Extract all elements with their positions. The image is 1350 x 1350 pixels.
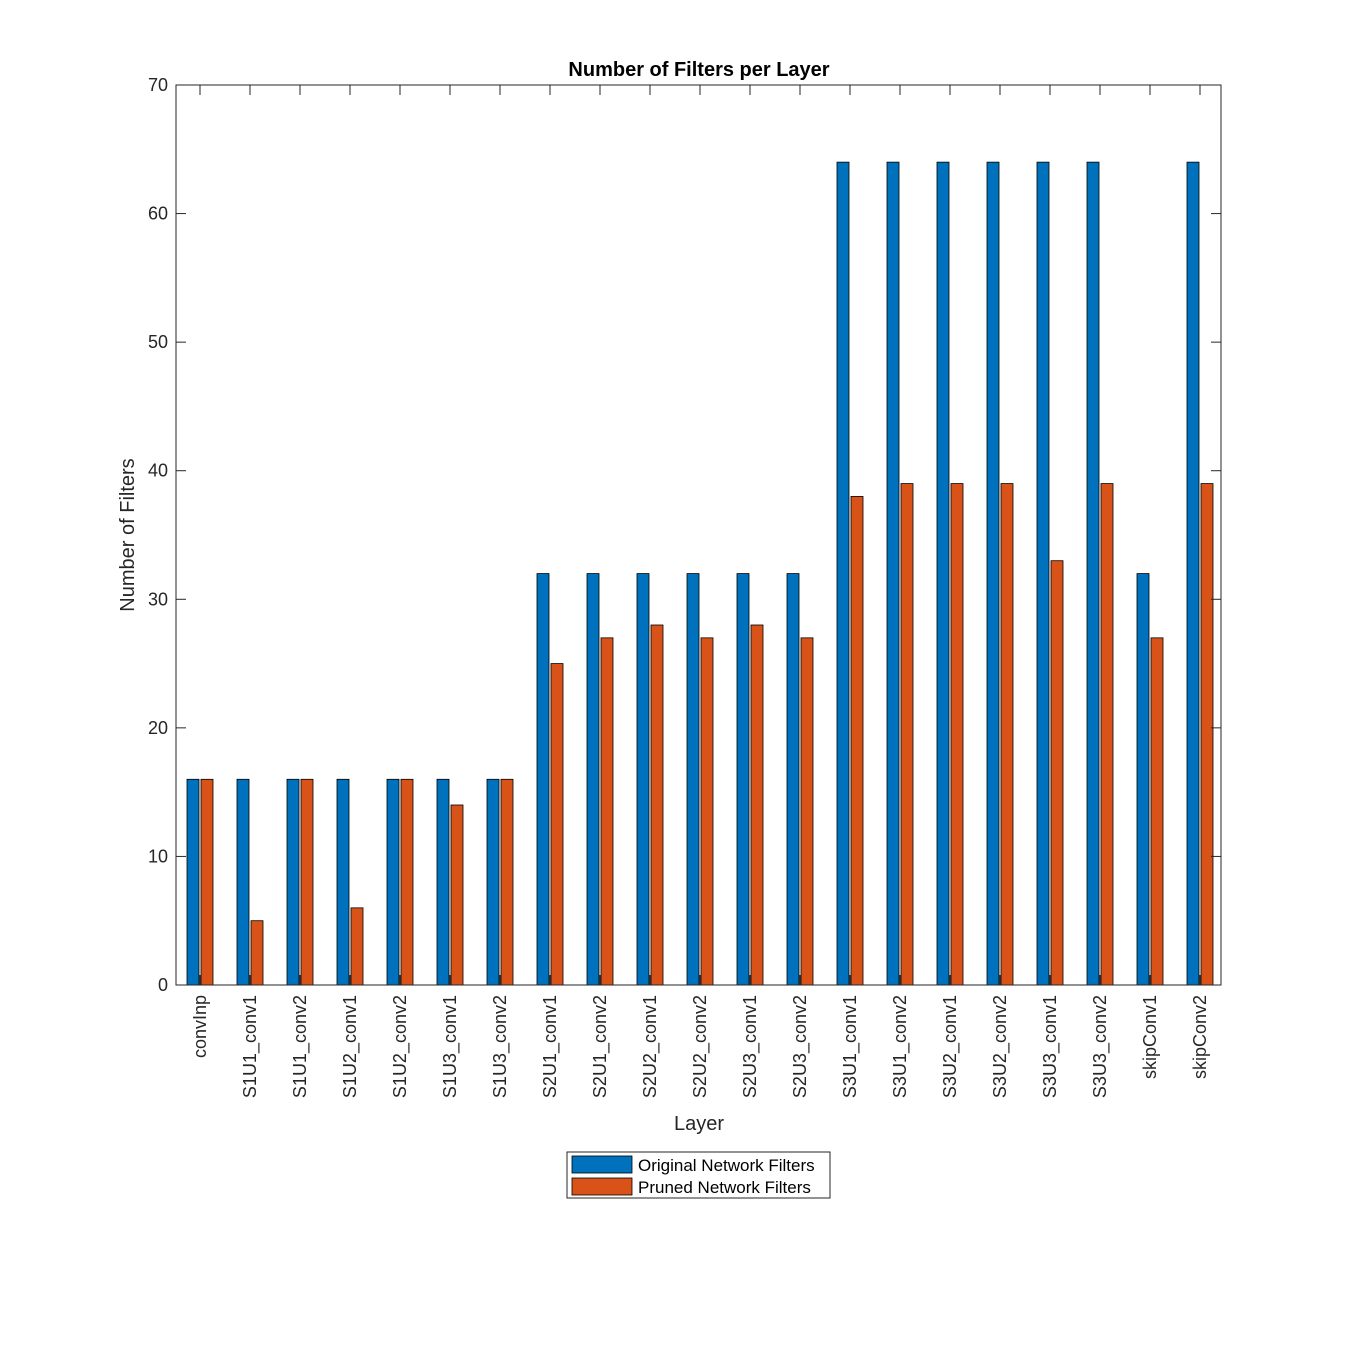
pruned-bar-S1U3_conv1 <box>450 804 464 986</box>
original-bar-convInp <box>186 778 200 986</box>
y-tick-label: 10 <box>148 846 168 866</box>
pruned-bar-S3U1_conv2 <box>900 483 914 986</box>
y-tick-label: 60 <box>148 204 168 224</box>
x-tick-label: S2U3_conv2 <box>790 995 811 1098</box>
x-tick-label: S2U2_conv2 <box>690 995 711 1098</box>
x-tick-label: S3U3_conv2 <box>1090 995 1111 1098</box>
x-tick-label: S3U1_conv1 <box>840 995 861 1098</box>
pruned-bar-S2U2_conv1 <box>650 624 664 986</box>
pruned-bar-S3U1_conv1 <box>850 496 864 986</box>
x-tick-label: S2U1_conv2 <box>590 995 611 1098</box>
legend-swatch-original <box>571 1155 633 1174</box>
original-bar-S3U3_conv2 <box>1086 161 1100 986</box>
x-tick-label: S3U2_conv1 <box>940 995 961 1098</box>
x-tick-label: S1U3_conv2 <box>490 995 511 1098</box>
legend-label-pruned: Pruned Network Filters <box>638 1178 811 1197</box>
x-tick-label: S1U2_conv1 <box>340 995 361 1098</box>
y-tick-label: 50 <box>148 332 168 352</box>
pruned-bar-convInp <box>200 778 214 986</box>
pruned-bar-S3U2_conv2 <box>1000 483 1014 986</box>
original-bar-S2U3_conv2 <box>786 573 800 986</box>
x-axis: convInp S1U1_conv1 S1U1_conv2 S1U2_conv1 S1U… <box>190 85 1210 1098</box>
y-axis-label: Number of Filters <box>117 458 139 611</box>
original-bar-S1U2_conv2 <box>386 778 400 986</box>
legend: Original Network Filters Pruned Network … <box>566 1151 831 1199</box>
legend-swatch-pruned <box>571 1177 633 1196</box>
original-bar-S2U1_conv2 <box>586 573 600 986</box>
original-bar-S2U3_conv1 <box>736 573 750 986</box>
original-bar-S3U3_conv1 <box>1036 161 1050 986</box>
pruned-bar-S2U2_conv2 <box>700 637 714 986</box>
pruned-bar-S2U3_conv2 <box>800 637 814 986</box>
y-tick-label: 30 <box>148 589 168 609</box>
pruned-bar-skipConv2 <box>1200 483 1214 986</box>
x-tick-label: skipConv1 <box>1140 995 1160 1079</box>
y-tick-label: 20 <box>148 718 168 738</box>
original-bar-S2U2_conv2 <box>686 573 700 986</box>
x-tick-label: convInp <box>190 995 210 1058</box>
y-axis: 0 10 20 30 40 50 60 70 <box>148 75 1221 995</box>
original-bar-S2U2_conv1 <box>636 573 650 986</box>
y-tick-label: 70 <box>148 75 168 95</box>
original-bar-S3U2_conv2 <box>986 161 1000 986</box>
x-tick-label: skipConv2 <box>1190 995 1210 1079</box>
y-tick-label: 0 <box>158 975 168 995</box>
pruned-bar-S3U3_conv2 <box>1100 483 1114 986</box>
original-bar-S3U1_conv2 <box>886 161 900 986</box>
bars-layer <box>186 161 1214 986</box>
pruned-bar-S3U2_conv1 <box>950 483 964 986</box>
axes-box <box>175 84 1222 986</box>
original-bar-skipConv1 <box>1136 573 1150 986</box>
legend-label-original: Original Network Filters <box>638 1156 815 1175</box>
pruned-bar-S3U3_conv1 <box>1050 560 1064 986</box>
original-bar-S1U1_conv2 <box>286 778 300 986</box>
x-tick-label: S2U2_conv1 <box>640 995 661 1098</box>
y-tick-label: 40 <box>148 461 168 481</box>
original-bar-S1U3_conv2 <box>486 778 500 986</box>
x-tick-label: S1U3_conv1 <box>440 995 461 1098</box>
x-tick-label: S3U1_conv2 <box>890 995 911 1098</box>
original-bar-S3U2_conv1 <box>936 161 950 986</box>
pruned-bar-S2U1_conv2 <box>600 637 614 986</box>
x-tick-label: S3U2_conv2 <box>990 995 1011 1098</box>
original-bar-S1U1_conv1 <box>236 778 250 986</box>
pruned-bar-S2U1_conv1 <box>550 663 564 986</box>
original-bar-S1U2_conv1 <box>336 778 350 986</box>
pruned-bar-S1U2_conv2 <box>400 778 414 986</box>
pruned-bar-S1U1_conv2 <box>300 778 314 986</box>
x-tick-label: S2U1_conv1 <box>540 995 561 1098</box>
x-tick-label: S3U3_conv1 <box>1040 995 1061 1098</box>
x-tick-label: S2U3_conv1 <box>740 995 761 1098</box>
x-tick-label: S1U1_conv2 <box>290 995 311 1098</box>
original-bar-S2U1_conv1 <box>536 573 550 986</box>
original-bar-S3U1_conv1 <box>836 161 850 986</box>
pruned-bar-S1U3_conv2 <box>500 778 514 986</box>
original-bar-skipConv2 <box>1186 161 1200 986</box>
pruned-bar-S2U3_conv1 <box>750 624 764 986</box>
original-bar-S1U3_conv1 <box>436 778 450 986</box>
pruned-bar-S1U1_conv1 <box>250 920 264 986</box>
pruned-bar-skipConv1 <box>1150 637 1164 986</box>
x-tick-label: S1U2_conv2 <box>390 995 411 1098</box>
x-axis-label: Layer <box>674 1113 724 1135</box>
x-tick-label: S1U1_conv1 <box>240 995 261 1098</box>
chart-title: Number of Filters per Layer <box>568 59 829 81</box>
pruned-bar-S1U2_conv1 <box>350 907 364 986</box>
